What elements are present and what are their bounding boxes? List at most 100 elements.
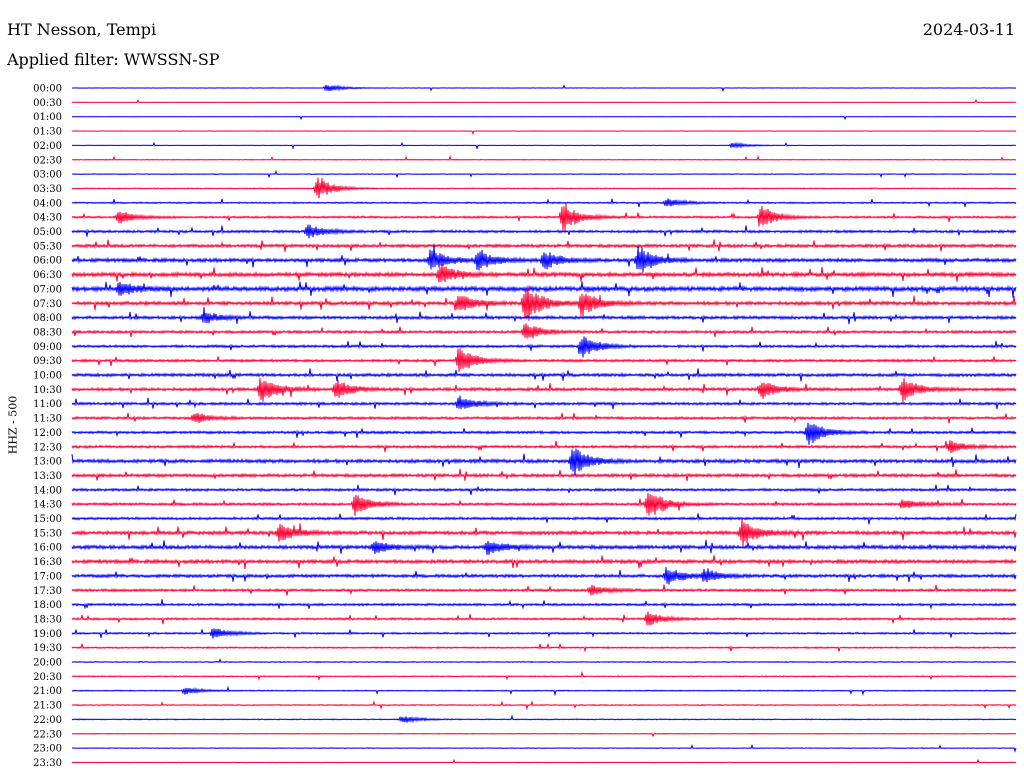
row-time-label: 17:00	[33, 571, 62, 582]
row-time-label: 07:30	[33, 299, 62, 310]
seismic-trace	[71, 584, 1017, 596]
seismic-trace	[71, 177, 1017, 199]
row-time-label: 12:00	[33, 428, 62, 439]
row-time-label: 16:30	[33, 557, 62, 568]
row-time-label: 20:30	[33, 672, 62, 683]
seismic-trace	[71, 628, 1017, 639]
row-time-label: 05:00	[33, 227, 62, 238]
row-time-label: 18:00	[33, 600, 62, 611]
seismic-trace	[71, 599, 1017, 610]
row-time-label: 23:30	[33, 758, 62, 769]
seismic-trace	[71, 555, 1017, 569]
row-time-label: 00:00	[33, 84, 62, 95]
seismic-trace	[71, 285, 1017, 321]
row-time-label: 13:30	[33, 471, 62, 482]
row-time-label: 21:30	[33, 701, 62, 712]
row-time-label: 04:00	[33, 198, 62, 209]
row-time-label: 06:30	[33, 270, 62, 281]
row-time-label: 02:30	[33, 155, 62, 166]
row-time-label: 17:30	[33, 586, 62, 597]
seismic-trace	[71, 492, 1017, 516]
record-date: 2024-03-11	[922, 20, 1015, 39]
seismic-trace	[71, 412, 1017, 424]
seismic-trace	[71, 336, 1017, 358]
row-time-label: 18:30	[33, 614, 62, 625]
row-time-label: 08:00	[33, 313, 62, 324]
row-time-label: 13:00	[33, 457, 62, 468]
seismic-trace	[71, 169, 1017, 179]
row-time-label: 22:30	[33, 729, 62, 740]
seismic-trace	[71, 224, 1017, 239]
seismic-trace	[71, 513, 1017, 525]
row-time-label: 05:30	[33, 241, 62, 252]
seismic-trace	[71, 198, 1017, 208]
seismic-trace	[71, 658, 1017, 664]
seismic-trace	[71, 743, 1017, 753]
row-time-label: 09:30	[33, 356, 62, 367]
seismic-trace	[71, 203, 1017, 231]
seismic-trace	[71, 732, 1017, 738]
row-time-label: 11:00	[33, 399, 62, 410]
seismic-trace	[71, 422, 1017, 445]
seismic-trace	[71, 670, 1017, 681]
seismic-trace	[71, 643, 1017, 653]
row-time-label: 03:00	[33, 170, 62, 181]
seismic-trace	[71, 281, 1017, 298]
row-time-label: 19:00	[33, 629, 62, 640]
seismic-trace	[71, 440, 1017, 454]
seismic-trace	[71, 685, 1017, 697]
seismic-trace	[71, 448, 1017, 476]
row-time-label: 02:00	[33, 141, 62, 152]
seismic-trace	[71, 468, 1017, 482]
seismic-trace	[71, 348, 1017, 373]
seismic-trace	[71, 239, 1017, 252]
seismic-trace	[71, 116, 1017, 121]
seismic-trace	[71, 141, 1017, 150]
seismic-trace	[71, 700, 1017, 711]
station-title: HT Nesson, Tempi	[7, 20, 157, 39]
row-time-label: 23:00	[33, 744, 62, 755]
seismic-trace	[71, 154, 1017, 161]
seismic-trace	[71, 377, 1017, 402]
row-time-label: 10:30	[33, 385, 62, 396]
seismic-trace	[71, 98, 1017, 104]
row-time-label: 22:00	[33, 715, 62, 726]
seismic-trace	[71, 368, 1017, 382]
seismic-trace	[71, 539, 1017, 556]
row-time-label: 06:00	[33, 256, 62, 267]
row-time-label: 14:30	[33, 500, 62, 511]
row-time-label: 03:30	[33, 184, 62, 195]
row-time-label: 11:30	[33, 414, 62, 425]
seismic-trace	[71, 758, 1017, 764]
row-time-label: 19:30	[33, 643, 62, 654]
seismic-trace	[71, 395, 1017, 410]
row-time-label: 00:30	[33, 98, 62, 109]
seismic-trace	[71, 611, 1017, 626]
row-time-label: 15:00	[33, 514, 62, 525]
row-time-label: 08:30	[33, 327, 62, 338]
seismic-trace	[71, 264, 1017, 283]
row-time-label: 10:00	[33, 371, 62, 382]
row-time-label: 15:30	[33, 528, 62, 539]
row-time-label: 09:00	[33, 342, 62, 353]
seismic-trace	[71, 714, 1017, 724]
seismic-trace	[71, 130, 1017, 136]
seismic-trace	[71, 518, 1017, 547]
seismic-trace	[71, 323, 1017, 339]
seismic-trace	[71, 484, 1017, 496]
row-time-label: 12:30	[33, 442, 62, 453]
seismic-trace	[71, 243, 1017, 273]
row-time-label: 14:00	[33, 485, 62, 496]
row-time-label: 07:00	[33, 284, 62, 295]
seismic-trace	[71, 84, 1017, 93]
row-time-label: 01:30	[33, 127, 62, 138]
seismic-trace	[71, 307, 1017, 325]
filter-label: Applied filter: WWSSN-SP	[7, 50, 220, 69]
seismic-trace	[71, 567, 1017, 585]
row-time-label: 20:00	[33, 658, 62, 669]
row-time-label: 01:00	[33, 112, 62, 123]
row-time-label: 04:30	[33, 213, 62, 224]
row-time-label: 21:00	[33, 686, 62, 697]
row-time-label: 16:00	[33, 543, 62, 554]
